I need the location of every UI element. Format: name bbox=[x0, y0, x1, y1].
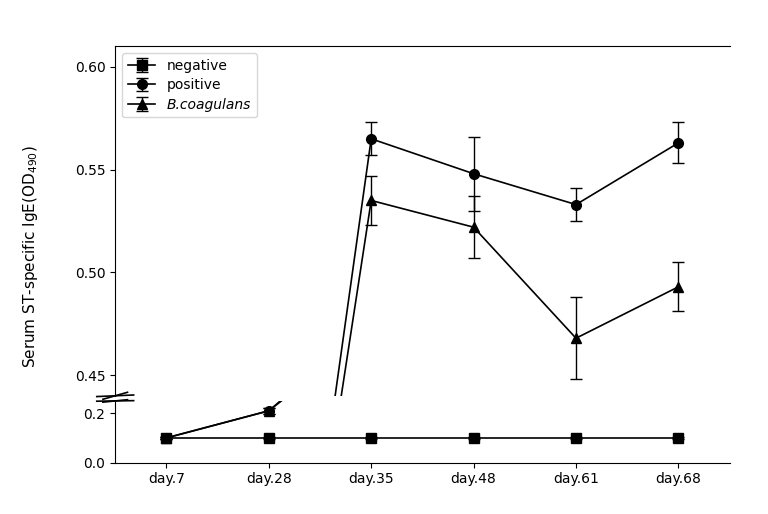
Legend: negative, positive, B.coagulans: negative, positive, B.coagulans bbox=[122, 53, 257, 117]
Text: Serum ST-specific IgE(OD$_{490}$): Serum ST-specific IgE(OD$_{490}$) bbox=[22, 145, 40, 369]
